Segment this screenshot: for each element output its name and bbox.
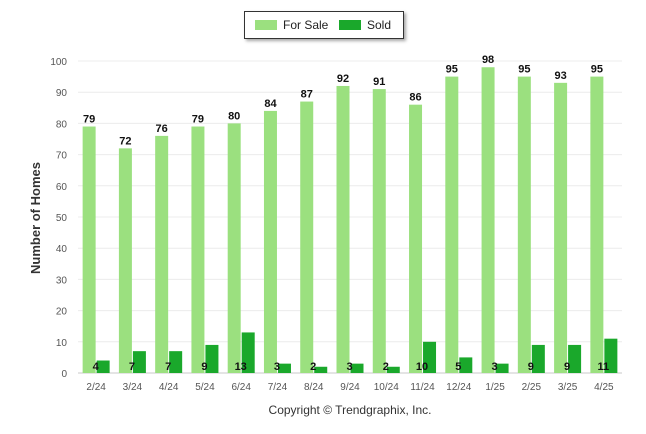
- data-label-sold: 7: [165, 361, 171, 373]
- bar-sold: [423, 341, 437, 373]
- data-label-for-sale: 79: [83, 114, 95, 126]
- y-tick-label: 0: [61, 369, 67, 380]
- bar-sold: [132, 351, 146, 373]
- data-label-sold: 10: [416, 361, 428, 373]
- x-tick-label: 5/24: [195, 382, 215, 393]
- data-label-sold: 9: [201, 361, 207, 373]
- x-tick-label: 3/25: [558, 382, 578, 393]
- bar-sold: [314, 366, 328, 373]
- data-label-sold: 9: [564, 361, 570, 373]
- y-tick-label: 70: [56, 151, 68, 162]
- data-label-sold: 2: [310, 361, 316, 373]
- data-label-sold: 5: [455, 361, 461, 373]
- x-tick-label: 2/24: [86, 382, 106, 393]
- bar-sold: [96, 360, 110, 373]
- x-tick-label: 8/24: [304, 382, 324, 393]
- y-tick-label: 40: [56, 244, 68, 255]
- y-tick-label: 90: [56, 88, 68, 99]
- x-tick-label: 4/24: [159, 382, 179, 393]
- x-tick-label: 9/24: [340, 382, 360, 393]
- bar-for-sale: [590, 76, 604, 373]
- data-label-sold: 9: [528, 361, 534, 373]
- x-tick-label: 7/24: [268, 382, 288, 393]
- data-label-for-sale: 93: [554, 70, 566, 82]
- bar-sold: [241, 332, 255, 373]
- bar-for-sale: [82, 126, 96, 374]
- legend-item-for-sale[interactable]: For Sale: [255, 18, 328, 32]
- bar-for-sale: [372, 89, 386, 373]
- data-label-for-sale: 80: [228, 110, 240, 122]
- data-label-sold: 4: [93, 361, 100, 373]
- legend-swatch-for-sale: [255, 20, 277, 30]
- data-label-for-sale: 95: [446, 64, 458, 76]
- data-label-for-sale: 86: [409, 92, 421, 104]
- data-label-for-sale: 79: [192, 114, 204, 126]
- bar-for-sale: [409, 104, 423, 374]
- legend-item-sold[interactable]: Sold: [339, 18, 391, 32]
- y-tick-label: 80: [56, 119, 68, 130]
- bar-for-sale: [227, 123, 241, 374]
- data-label-for-sale: 95: [591, 64, 603, 76]
- data-label-for-sale: 98: [482, 54, 494, 66]
- y-tick-label: 10: [56, 338, 68, 349]
- bar-sold: [459, 357, 473, 373]
- bar-for-sale: [191, 126, 205, 374]
- data-label-for-sale: 95: [518, 64, 530, 76]
- y-tick-label: 20: [56, 307, 68, 318]
- copyright-text: Copyright © Trendgraphix, Inc.: [268, 403, 432, 417]
- data-label-sold: 7: [129, 361, 135, 373]
- legend-label-sold: Sold: [367, 18, 392, 32]
- bar-for-sale: [300, 101, 314, 373]
- y-tick-label: 100: [50, 57, 67, 68]
- x-tick-label: 10/24: [374, 382, 399, 393]
- bar-for-sale: [155, 135, 169, 373]
- bar-sold: [205, 344, 219, 373]
- data-label-sold: 3: [274, 361, 280, 373]
- data-label-sold: 2: [383, 361, 389, 373]
- bar-for-sale: [517, 76, 531, 373]
- bar-sold: [604, 338, 618, 373]
- data-label-for-sale: 72: [119, 135, 131, 147]
- y-tick-label: 50: [56, 213, 68, 224]
- bar-sold: [350, 363, 364, 373]
- x-tick-label: 6/24: [231, 382, 251, 393]
- bar-sold: [386, 366, 400, 373]
- bar-for-sale: [481, 67, 495, 374]
- bar-for-sale: [554, 82, 568, 373]
- data-label-sold: 11: [598, 361, 610, 373]
- legend-label-for-sale: For Sale: [283, 18, 329, 32]
- data-label-for-sale: 91: [373, 76, 385, 88]
- bar-for-sale: [336, 85, 350, 374]
- legend-swatch-sold: [339, 20, 361, 30]
- bar-sold: [169, 351, 183, 373]
- bar-sold: [277, 363, 291, 373]
- y-axis-title: Number of Homes: [28, 162, 43, 274]
- x-tick-label: 2/25: [522, 382, 542, 393]
- y-tick-label: 30: [56, 275, 68, 286]
- x-tick-label: 12/24: [446, 382, 471, 393]
- y-tick-label: 60: [56, 182, 68, 193]
- x-tick-label: 1/25: [485, 382, 505, 393]
- data-label-for-sale: 92: [337, 73, 349, 85]
- data-label-for-sale: 87: [301, 89, 313, 101]
- bar-for-sale: [263, 110, 277, 374]
- data-label-sold: 3: [346, 361, 352, 373]
- x-tick-label: 3/24: [123, 382, 143, 393]
- x-tick-label: 4/25: [594, 382, 614, 393]
- data-label-for-sale: 84: [264, 98, 277, 110]
- bar-sold: [568, 344, 582, 373]
- bar-sold: [531, 344, 545, 373]
- data-label-sold: 3: [492, 361, 498, 373]
- chart-legend: For Sale Sold: [244, 11, 404, 39]
- x-tick-label: 11/24: [410, 382, 435, 393]
- bar-sold: [495, 363, 509, 373]
- data-label-sold: 13: [235, 361, 247, 373]
- data-label-for-sale: 76: [156, 123, 168, 135]
- bar-for-sale: [118, 148, 132, 373]
- bar-for-sale: [445, 76, 459, 373]
